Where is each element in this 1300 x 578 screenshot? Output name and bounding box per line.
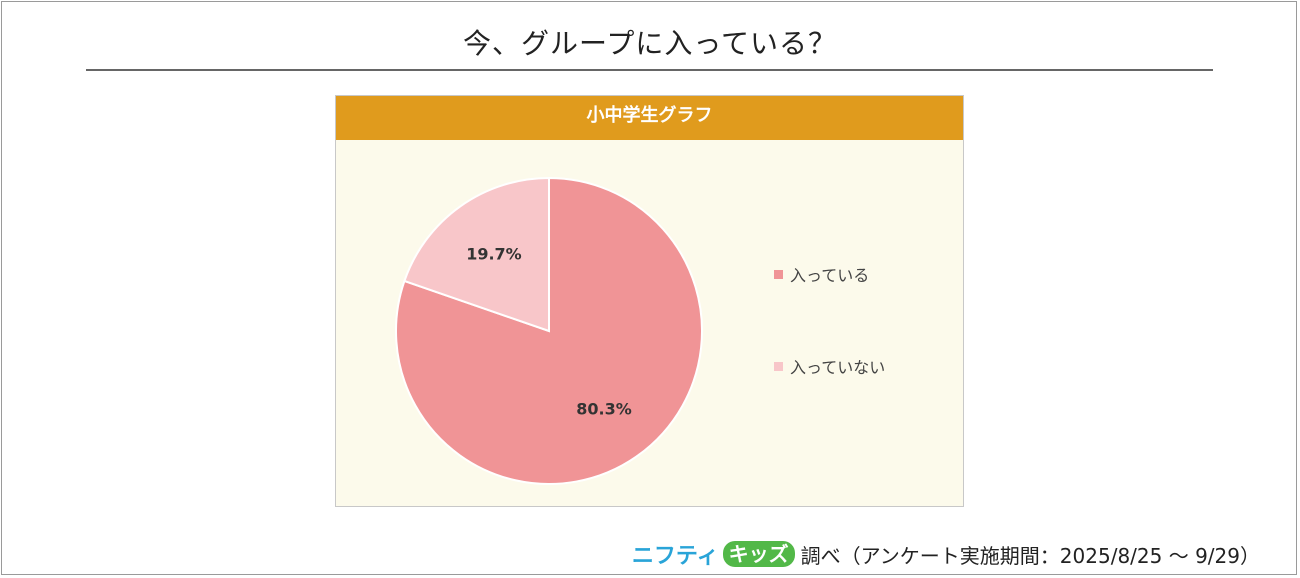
nifty-kids-logo: ニフティ キッズ [632,538,795,570]
legend-label-in-group: 入っている [790,266,870,285]
chart-panel: 小中学生グラフ 80.3% 19.7% 入っている 入っていない [335,95,964,507]
title-divider [86,69,1213,71]
source-note: ニフティ キッズ 調べ（アンケート実施期間：2025/8/25 ～ 9/29） [632,538,1260,570]
pie-label-in-group: 80.3% [576,399,632,418]
legend-item-not-in-group: 入っていない [774,354,885,378]
pie-slice-in-group [395,176,703,485]
logo-text-kids: キッズ [722,541,795,567]
legend-item-in-group: 入っている [774,262,869,286]
source-text: 調べ（アンケート実施期間：2025/8/25 ～ 9/29） [800,543,1260,568]
legend-swatch-in-group [774,269,783,279]
page-title: 今、グループに入っている？ [463,27,837,60]
chart-title: 小中学生グラフ [336,96,963,140]
logo-text-nifty: ニフティ [631,544,719,569]
pie-chart: 80.3% 19.7% [395,176,703,485]
pie-slice-not-in-group [403,176,550,333]
legend-swatch-not-in-group [774,361,783,371]
pie-label-not-in-group: 19.7% [466,245,522,264]
legend-label-not-in-group: 入っていない [790,358,886,377]
